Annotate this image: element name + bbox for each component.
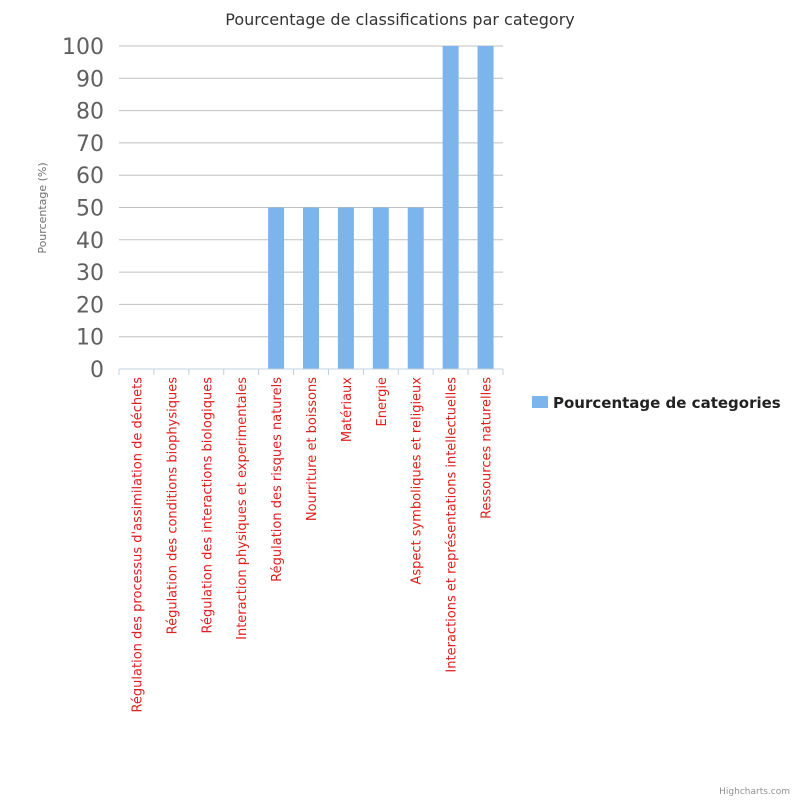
bars	[268, 46, 494, 370]
x-tick-label: Aspect symboliques et religieux	[410, 377, 425, 585]
y-tick-label: 90	[76, 67, 104, 92]
x-tick-label: Interactions et représentations intellec…	[445, 377, 460, 673]
y-axis-title: Pourcentage (%)	[36, 162, 49, 253]
legend-swatch[interactable]	[532, 396, 548, 408]
x-axis	[118, 368, 504, 375]
credits-link[interactable]: Highcharts.com	[719, 787, 790, 797]
y-tick-label: 20	[76, 293, 104, 318]
y-tick-label: 0	[90, 358, 104, 383]
y-axis-tick-labels: 0 10 20 30 40 50 60 70 80 90 100	[62, 35, 104, 383]
bar[interactable]	[337, 207, 354, 370]
y-tick-label: 60	[76, 164, 104, 189]
x-tick-label: Energie	[375, 377, 390, 426]
x-tick-label: Régulation des interactions biologiques	[200, 377, 215, 634]
y-tick-label: 80	[76, 100, 104, 125]
x-tick-label: Régulation des conditions biophysiques	[165, 377, 180, 635]
x-axis-tick-labels: Régulation des processus d'assimilation …	[130, 377, 494, 713]
y-tick-label: 70	[76, 132, 104, 157]
y-tick-label: 30	[76, 261, 104, 286]
bar[interactable]	[303, 207, 319, 370]
x-tick-label: Interaction physiques et experimentales	[235, 377, 250, 640]
chart-title: Pourcentage de classifications par categ…	[225, 10, 575, 29]
legend-label[interactable]: Pourcentage de categories	[553, 394, 781, 412]
bar[interactable]	[407, 207, 424, 370]
x-tick-label: Régulation des risques naturels	[270, 377, 285, 582]
bar[interactable]	[268, 207, 285, 370]
y-tick-label: 40	[76, 229, 104, 254]
x-tick-label: Ressources naturelles	[480, 377, 495, 519]
bar[interactable]	[372, 207, 389, 370]
y-tick-label: 100	[62, 35, 104, 60]
x-tick-label: Régulation des processus d'assimilation …	[130, 377, 145, 713]
bar[interactable]	[477, 46, 494, 369]
y-tick-label: 50	[76, 197, 104, 222]
x-tick-label: Nourriture et boissons	[305, 377, 320, 521]
bar[interactable]	[442, 46, 459, 369]
x-tick-label: Matériaux	[340, 377, 355, 442]
legend[interactable]: Pourcentage de categories	[532, 394, 781, 412]
y-tick-label: 10	[76, 326, 104, 351]
